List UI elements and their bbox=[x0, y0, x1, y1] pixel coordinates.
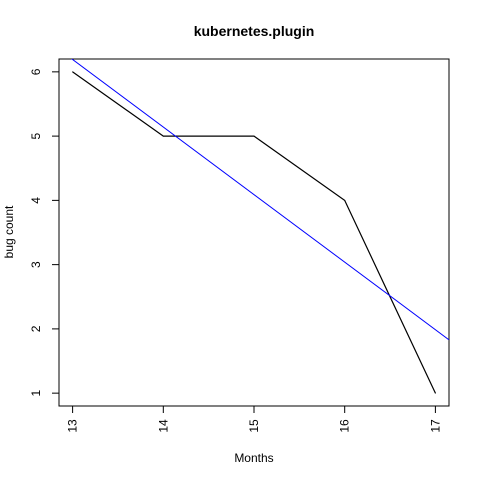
plot-frame bbox=[58, 58, 450, 407]
x-tick-label: 16 bbox=[338, 419, 352, 433]
trend-line bbox=[71, 59, 449, 341]
data-point bbox=[253, 135, 255, 137]
data-point bbox=[344, 199, 346, 201]
data-point bbox=[434, 392, 436, 394]
y-tick-label: 1 bbox=[29, 389, 43, 396]
y-tick-label: 2 bbox=[29, 325, 43, 332]
x-tick-label: 15 bbox=[247, 419, 261, 433]
x-axis-label: Months bbox=[234, 451, 273, 465]
series-line bbox=[72, 71, 436, 394]
data-point bbox=[162, 135, 164, 137]
x-tick-label: 17 bbox=[428, 419, 442, 433]
series-layer bbox=[72, 71, 436, 394]
y-tick-label: 3 bbox=[29, 261, 43, 268]
chart-title: kubernetes.plugin bbox=[194, 23, 315, 39]
trend-layer bbox=[71, 59, 449, 341]
x-axis: 13 14 15 16 17 bbox=[66, 405, 442, 433]
y-axis-label: bug count bbox=[2, 205, 16, 258]
x-tick-label: 13 bbox=[66, 419, 80, 433]
y-axis: 1 2 3 4 5 6 bbox=[29, 68, 60, 396]
y-tick-label: 4 bbox=[29, 197, 43, 204]
x-tick-label: 14 bbox=[156, 419, 170, 433]
data-point bbox=[72, 71, 74, 73]
y-tick-label: 5 bbox=[29, 132, 43, 139]
y-tick-label: 6 bbox=[29, 68, 43, 75]
